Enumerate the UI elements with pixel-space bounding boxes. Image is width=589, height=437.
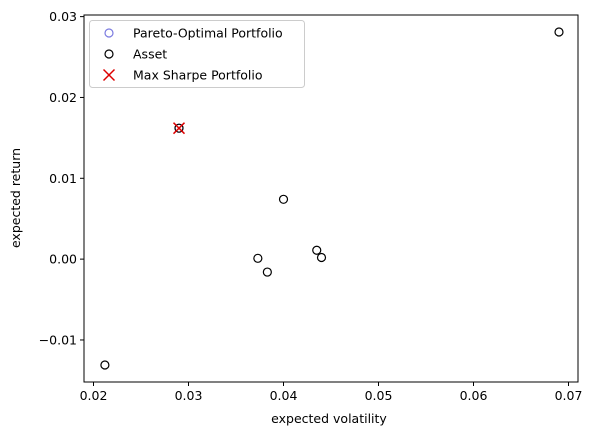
asset-point <box>174 123 184 133</box>
y-tick-label: −0.01 <box>39 332 77 347</box>
data-marks <box>100 27 564 370</box>
asset-point <box>253 253 263 263</box>
legend-max-sharpe-portfolio-label: Max Sharpe Portfolio <box>133 68 263 83</box>
asset-point <box>554 27 564 37</box>
y-axis-ticks: −0.01 0.00 0.01 0.02 0.03 <box>39 9 84 347</box>
legend-pareto-optimal-portfolio-label: Pareto-Optimal Portfolio <box>133 26 283 41</box>
x-tick-label: 0.05 <box>365 388 393 403</box>
y-tick-label: 0.01 <box>49 171 77 186</box>
x-tick-label: 0.07 <box>555 388 583 403</box>
asset-point <box>262 267 272 277</box>
asset-point <box>312 245 322 255</box>
y-tick-label: 0.03 <box>49 9 77 24</box>
x-tick-label: 0.03 <box>175 388 203 403</box>
legend: Pareto-Optimal Portfolio Asset Max Sharpe … <box>89 20 305 88</box>
legend-asset-label: Asset <box>133 47 167 62</box>
legend-frame <box>89 20 305 88</box>
x-axis-ticks: 0.02 0.03 0.04 0.05 0.06 0.07 <box>80 382 583 403</box>
max-sharpe-portfolio-point-stroke-b <box>172 122 186 135</box>
asset-point <box>316 252 327 263</box>
y-tick-label: 0.00 <box>49 252 77 267</box>
x-tick-label: 0.06 <box>460 388 488 403</box>
x-tick-label: 0.04 <box>270 388 298 403</box>
asset-point <box>100 360 110 370</box>
y-axis-label: expected return <box>8 148 23 248</box>
legend-max-sharpe-portfolio-marker-stroke-b <box>102 68 116 82</box>
asset-point <box>278 194 289 204</box>
legend-asset-marker <box>104 49 114 59</box>
x-axis-label: expected volatility <box>271 411 387 426</box>
y-tick-label: 0.02 <box>49 90 77 105</box>
x-tick-label: 0.02 <box>80 388 108 403</box>
legend-pareto-optimal-portfolio-marker <box>104 28 114 38</box>
